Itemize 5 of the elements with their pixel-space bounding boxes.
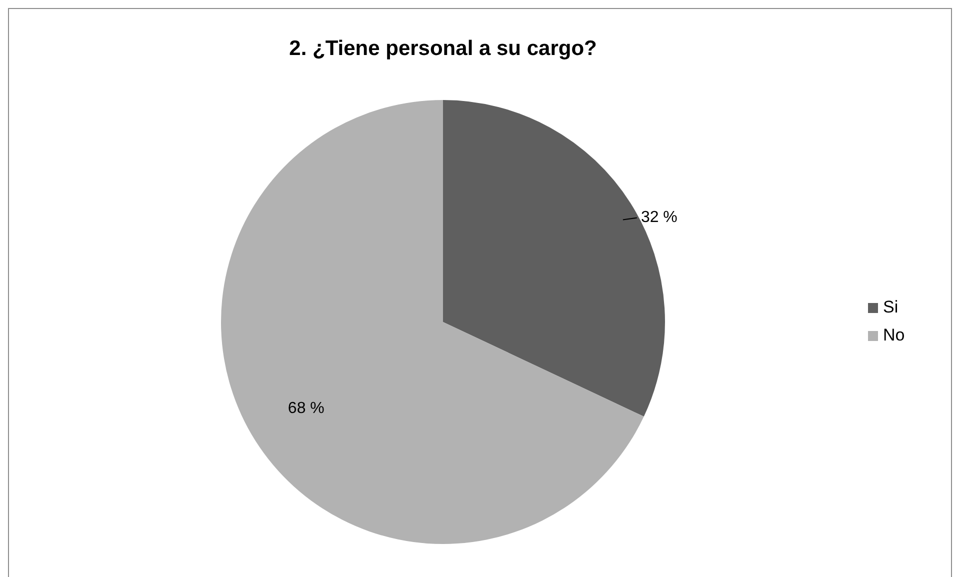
legend-label: No: [883, 326, 905, 345]
legend-label: Si: [883, 298, 898, 317]
data-label: 32 %: [640, 209, 678, 226]
chart-title: 2. ¿Tiene personal a su cargo?: [289, 36, 597, 60]
data-label: 68 %: [288, 400, 324, 418]
